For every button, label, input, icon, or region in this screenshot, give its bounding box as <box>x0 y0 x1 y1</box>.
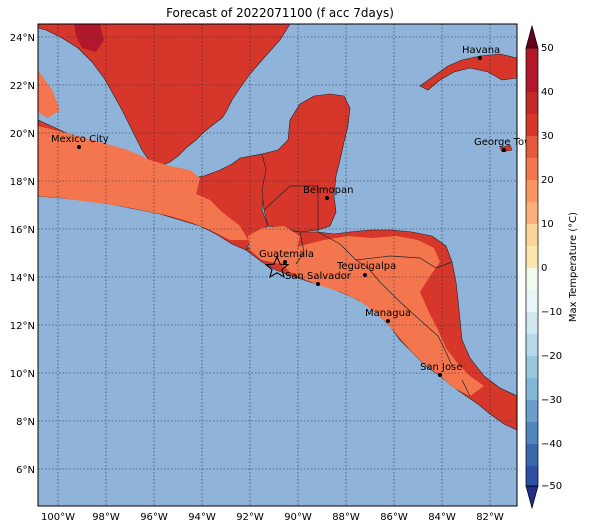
lat-label: 20°N <box>10 129 35 140</box>
colorbar-segment <box>526 180 538 202</box>
colorbar-segment <box>526 136 538 158</box>
city-dot <box>502 148 506 152</box>
colorbar-tick: 40 <box>541 87 554 98</box>
colorbar-segment <box>526 48 538 92</box>
lon-label: 82°W <box>476 512 504 523</box>
city-label: Managua <box>365 308 411 319</box>
mexico-warm-zone <box>38 126 248 240</box>
guatemala-highland-warm <box>248 226 300 264</box>
lon-label: 90°W <box>284 512 312 523</box>
colorbar-tick: −10 <box>541 307 562 318</box>
mexico-ne-hot-spot <box>74 24 104 52</box>
lon-label: 94°W <box>188 512 216 523</box>
colorbar-segment <box>526 312 538 334</box>
map-frame <box>37 23 518 507</box>
colorbar-extend-top <box>525 24 539 49</box>
colorbar-segment <box>526 466 538 486</box>
colorbar-tick: 0 <box>541 263 547 274</box>
city-dot <box>478 56 482 60</box>
city-label: Tegucigalpa <box>336 261 396 272</box>
cuba-island <box>419 53 517 91</box>
lat-label: 16°N <box>10 225 35 236</box>
colorbar-segment <box>526 334 538 356</box>
colorbar-segment <box>526 268 538 290</box>
colorbar-segment <box>526 246 538 268</box>
lon-label: 88°W <box>332 512 360 523</box>
colorbar: 50 40 30 20 10 0 −10 −20 −30 −40 −50 Max… <box>525 24 579 510</box>
colorbar-segment <box>526 422 538 444</box>
mexico-north-warm <box>38 70 60 118</box>
colorbar-tick: 30 <box>541 131 554 142</box>
colorbar-segment <box>526 290 538 312</box>
lon-label: 92°W <box>236 512 264 523</box>
colorbar-segment <box>526 158 538 180</box>
city-label: George Tow <box>474 137 532 148</box>
star-marker-icon <box>264 255 290 279</box>
longitude-labels: 100°W 98°W 96°W 94°W 92°W 90°W 88°W 86°W… <box>41 512 504 523</box>
colorbar-tick: −20 <box>541 351 562 362</box>
colorbar-ticks: 50 40 30 20 10 0 −10 −20 −30 −40 −50 <box>541 43 562 492</box>
city-label: Guatemala <box>259 249 314 260</box>
land-layer <box>38 24 517 431</box>
lat-label: 10°N <box>10 369 35 380</box>
colorbar-tick: −30 <box>541 395 562 406</box>
colorbar-segment <box>526 92 538 114</box>
city-dot <box>316 282 320 286</box>
lon-label: 84°W <box>428 512 456 523</box>
lon-label: 100°W <box>41 512 75 523</box>
colorbar-tick: −40 <box>541 439 562 450</box>
colorbar-segment <box>526 400 538 422</box>
colorbar-segment <box>526 114 538 136</box>
colorbar-segment <box>526 224 538 246</box>
lon-label: 98°W <box>92 512 120 523</box>
lat-label: 24°N <box>10 33 35 44</box>
city-dot <box>363 273 367 277</box>
colorbar-segment <box>526 356 538 378</box>
city-dot <box>283 260 287 264</box>
colorbar-tick: 50 <box>541 43 554 54</box>
city-label: Havana <box>462 45 500 56</box>
city-label: Belmopan <box>303 185 353 196</box>
lat-label: 6°N <box>16 465 35 476</box>
colorbar-label: Max Temperature (°C) <box>568 212 579 322</box>
lon-label: 86°W <box>380 512 408 523</box>
colorbar-tick: 20 <box>541 175 554 186</box>
mexico-landmass <box>38 24 291 167</box>
lat-label: 12°N <box>10 321 35 332</box>
city-dot <box>386 319 390 323</box>
lon-label: 96°W <box>140 512 168 523</box>
map-gridlines <box>38 24 517 506</box>
lat-label: 22°N <box>10 81 35 92</box>
country-borders <box>263 185 471 397</box>
colorbar-extend-bottom <box>525 485 539 510</box>
colorbar-tick: −50 <box>541 481 562 492</box>
lat-label: 8°N <box>16 417 35 428</box>
city-label: Mexico City <box>51 134 109 145</box>
latitude-labels: 24°N 22°N 20°N 18°N 16°N 14°N 12°N 10°N … <box>10 33 35 476</box>
city-label: San Salvador <box>285 271 352 282</box>
city-dot <box>77 145 81 149</box>
colorbar-tick: 10 <box>541 219 554 230</box>
city-dot <box>325 196 329 200</box>
city-label: San Jose <box>420 362 462 373</box>
colorbar-segment <box>526 444 538 466</box>
city-markers: Havana Mexico City George Tow Belmopan G… <box>51 45 532 377</box>
map-title: Forecast of 2022071100 (f acc 7days) <box>166 6 394 20</box>
colorbar-segment <box>526 202 538 224</box>
colorbar-frame <box>525 47 539 487</box>
city-dot <box>438 373 442 377</box>
lat-label: 18°N <box>10 177 35 188</box>
lat-label: 14°N <box>10 273 35 284</box>
central-america-warm-zone <box>280 236 484 396</box>
colorbar-segment <box>526 378 538 400</box>
